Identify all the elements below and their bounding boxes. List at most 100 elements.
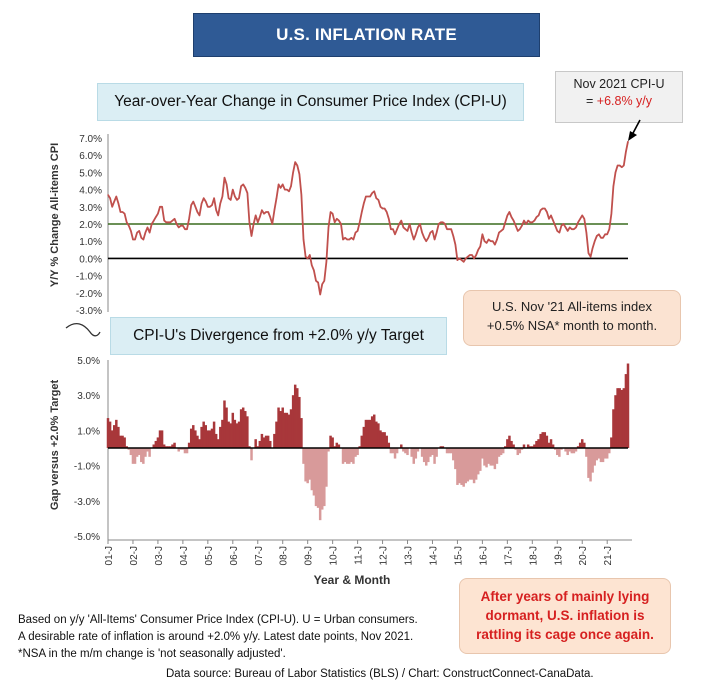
cpi-data-point [257,221,259,223]
gap-bar [225,407,228,448]
gap-bar [410,448,413,457]
cpi-data-point [119,211,122,213]
gap-bar [202,421,205,448]
cpi-data-point [165,221,167,223]
cpi-data-point [590,256,592,258]
cpi-data-point [600,237,602,239]
gap-bar [497,448,501,457]
cpi-data-point [352,238,354,241]
gap-bar [256,446,259,448]
cpi-data-point [573,228,575,230]
cpi-data-point [332,213,334,215]
cpi-data-point [513,220,515,222]
cpi-data-point [436,232,438,234]
cpi-data-point [290,185,292,187]
cpi-data-point [176,223,178,225]
gap-bar [300,418,303,448]
gap-bar [387,442,391,448]
gap-bar [144,448,147,457]
gap-bar [200,426,203,448]
cpi-data-point [565,226,567,228]
top-y-tick-label: 6.0% [79,151,102,162]
gap-bar [154,440,158,448]
cpi-data-point [411,232,413,234]
cpi-data-point [567,230,569,232]
gap-bar [576,446,580,448]
bottom-y-tick-label: 5.0% [77,356,100,367]
latest-value-callout: Nov 2021 CPI-U = +6.8% y/y [555,71,683,123]
cpi-data-point [315,280,317,282]
gap-bar [626,363,630,448]
cpi-data-point [406,230,409,232]
gap-bar [358,446,361,448]
cpi-data-point [625,151,627,153]
gap-bar [481,448,484,459]
cpi-data-point [182,225,184,227]
bottom-y-axis-label: Gap versus +2.0% Target [49,380,61,511]
cpi-data-point [240,185,242,187]
cpi-data-point [346,238,348,241]
gap-bar [148,448,151,457]
gap-bar [110,430,114,448]
cpi-data-point [602,237,604,239]
gap-bar [514,448,517,450]
gap-bar [327,448,330,452]
cpi-data-point [552,220,554,222]
cpi-data-point [171,220,174,222]
gap-bar [491,448,495,466]
mm-line-2: +0.5% NSA* month to month. [486,318,658,333]
gap-bar [422,448,426,463]
cpi-data-point [508,211,510,213]
gap-bar [366,419,370,448]
gap-bar [383,432,386,448]
gap-bar [533,444,536,448]
gap-bar [235,423,239,448]
gap-bar [404,448,407,454]
gap-bar [187,442,191,448]
cpi-data-point [244,187,246,189]
gap-bar [601,448,605,463]
cpi-data-point [431,230,434,232]
cpi-data-point [571,228,573,230]
cpi-data-point [354,232,357,234]
cpi-data-point [261,209,263,211]
cpi-data-point [232,189,234,191]
gap-bar [581,439,584,448]
gap-bar [593,448,596,466]
cpi-data-point [409,223,411,225]
cpi-data-point [327,226,330,228]
gap-bar [146,448,149,452]
cpi-data-point [458,257,461,259]
cpi-data-point [398,223,400,225]
gap-bar [329,435,332,448]
gap-bar [133,448,137,464]
cpi-data-point [198,214,201,216]
gap-bar [572,448,576,454]
cpi-data-point [132,238,134,241]
gap-bar [352,448,355,464]
gap-bar [564,448,567,452]
gap-bar [545,435,549,448]
cpi-data-point [419,223,421,225]
gap-bar [117,426,120,448]
x-tick-label: 09-J [304,546,315,565]
top-y-axis-label: Y/Y % Change All-items CPI [49,143,61,287]
cpi-data-point [286,189,288,191]
cpi-data-point [494,244,496,246]
gap-bar [452,448,455,461]
gap-bar [464,448,467,484]
cpi-data-point [365,195,367,198]
cpi-data-point [506,214,508,216]
gap-bar [400,444,403,448]
gap-bar [487,448,490,464]
cpi-data-point [450,228,452,230]
gap-bar [362,426,366,448]
cpi-data-point [234,195,236,198]
gap-bar [113,425,116,448]
gap-bar [248,446,251,448]
gap-bar [479,448,482,471]
gap-bar [501,448,505,454]
gap-bar [156,437,160,448]
mm-change-callout: U.S. Nov '21 All-items index +0.5% NSA* … [463,290,681,346]
bottom-y-tick-label: -1.0% [74,462,100,473]
